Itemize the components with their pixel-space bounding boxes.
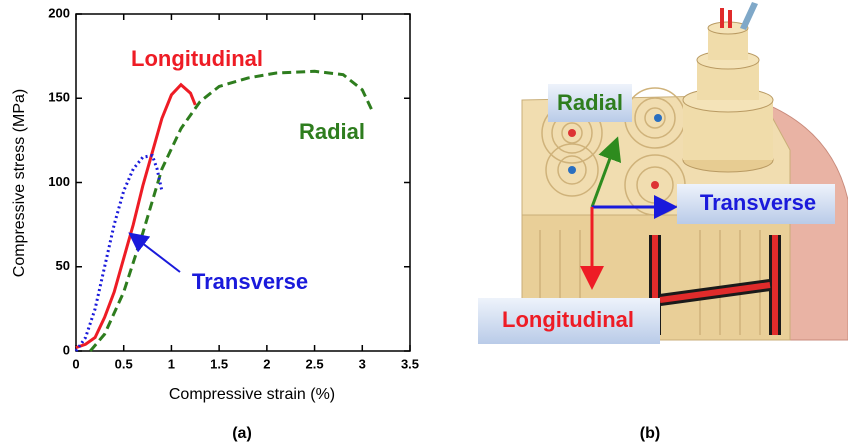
caption: (a) [232,425,252,442]
y-axis-label: Compressive stress (MPa) [11,89,28,277]
x-tick-label: 2 [263,356,270,371]
x-axis-label: Compressive strain (%) [169,386,335,403]
y-tick-label: 200 [48,5,70,20]
diagram-label: Radial [557,90,623,115]
x-tick-label: 3 [359,356,366,371]
series-label: Radial [299,119,365,144]
x-tick-label: 1 [168,356,175,371]
diagram-label: Transverse [700,190,816,215]
x-tick-label: 1.5 [210,356,228,371]
series-line [76,156,162,351]
series-label: Transverse [192,269,308,294]
y-tick-label: 0 [63,342,70,357]
x-tick-label: 2.5 [306,356,324,371]
series-line [90,71,372,351]
x-tick-label: 0 [72,356,79,371]
x-tick-label: 3.5 [401,356,419,371]
series-line [76,85,195,348]
x-tick-label: 0.5 [115,356,133,371]
y-tick-label: 50 [56,258,70,273]
figure: Compressive strain (%) Compressive stres… [0,0,848,448]
series-label: Longitudinal [131,46,263,71]
wood-illustration [478,2,848,344]
diagram-label: Longitudinal [502,307,634,332]
annotation-arrow [133,236,180,272]
y-tick-label: 100 [48,174,70,189]
caption: (b) [640,425,660,442]
y-tick-label: 150 [48,90,70,105]
